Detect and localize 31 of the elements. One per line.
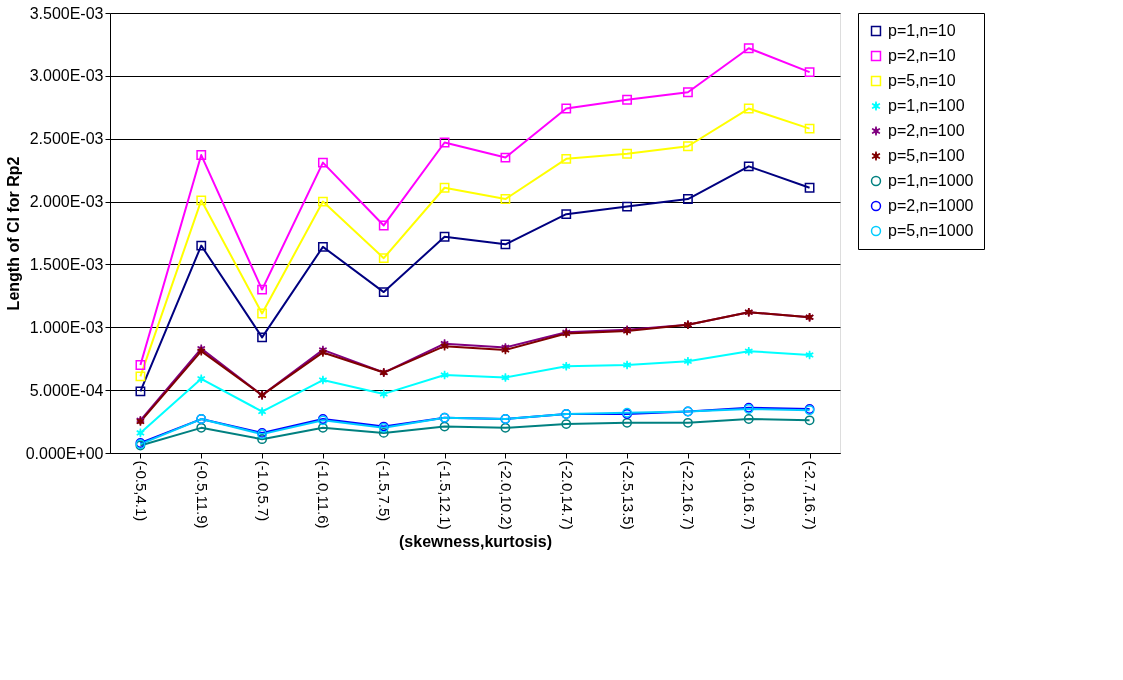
legend-label: p=5,n=100	[888, 147, 965, 164]
x-tick-label: (-2.2,16.7)	[680, 460, 698, 530]
x-tick-label: (-3.0,16.7)	[741, 460, 759, 530]
legend-label: p=1,n=100	[888, 97, 965, 114]
legend-label: p=1,n=1000	[888, 172, 974, 189]
x-tick-label: (-2.5,13.5)	[619, 460, 637, 530]
y-tick-label: 1.000E-03	[29, 318, 104, 336]
legend-label: p=2,n=1000	[888, 197, 974, 214]
y-tick-label: 2.500E-03	[29, 130, 104, 148]
x-tick-label: (-2.0,10.2)	[497, 460, 515, 530]
x-tick-label: (-2.7,16.7)	[802, 460, 820, 530]
y-tick-label: 5.000E-04	[29, 381, 104, 399]
legend-label: p=1,n=10	[888, 22, 956, 39]
y-axis-title: Length of CI for Rp2	[4, 156, 22, 311]
y-tick-label: 2.000E-03	[29, 193, 104, 211]
x-tick-label: (-0.5,4.1)	[132, 460, 150, 522]
legend-label: p=5,n=10	[888, 72, 956, 89]
legend-label: p=2,n=100	[888, 122, 965, 139]
x-tick-label: (-2.0,14.7)	[558, 460, 576, 530]
legend-label: p=2,n=10	[888, 47, 956, 64]
x-tick-label: (-1.5,12.1)	[437, 460, 455, 530]
y-tick-label: 1.500E-03	[29, 255, 104, 273]
x-tick-label: (-0.5,11.9)	[193, 460, 211, 529]
y-tick-label: 0.000E+00	[25, 444, 104, 462]
y-tick-label: 3.500E-03	[29, 4, 104, 22]
x-axis-title: (skewness,kurtosis)	[399, 532, 552, 550]
x-tick-label: (-1.5,7.5)	[376, 460, 394, 522]
x-tick-label: (-1.0,5.7)	[254, 460, 272, 522]
y-tick-label: 3.000E-03	[29, 67, 104, 85]
legend-label: p=5,n=1000	[888, 222, 974, 239]
x-tick-label: (-1.0,11.6)	[315, 460, 333, 529]
